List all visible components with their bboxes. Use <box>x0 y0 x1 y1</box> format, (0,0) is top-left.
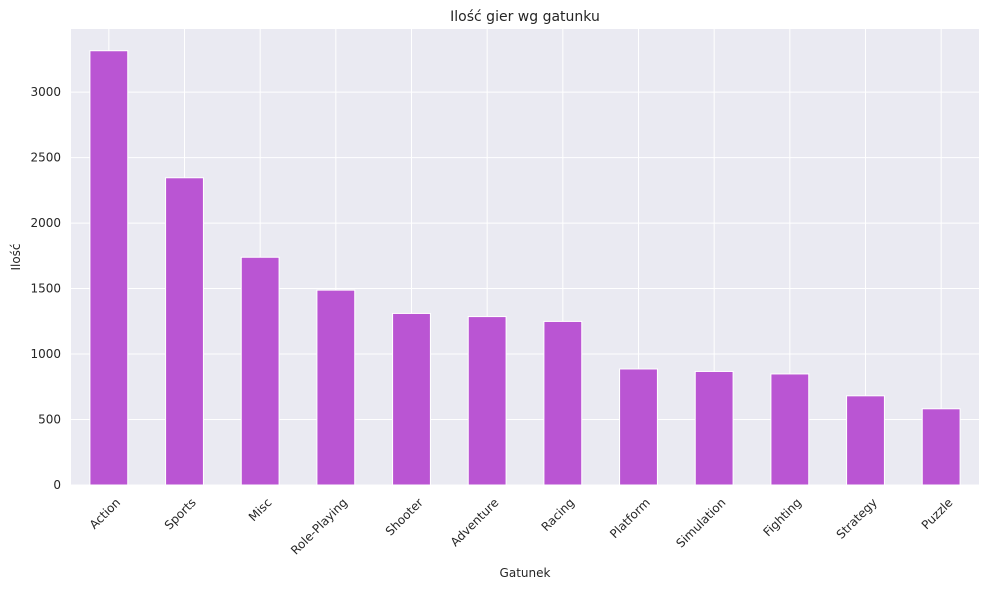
bar-simulation <box>694 370 734 486</box>
bar-action <box>89 50 129 486</box>
y-tick-label: 2500 <box>30 151 61 165</box>
bar-sports <box>165 177 204 486</box>
x-tick-label: Puzzle <box>919 495 956 532</box>
y-axis-label: Ilość <box>9 243 23 270</box>
x-tick-labels: Action Sports Misc Role-Playing Shooter Adven… <box>87 495 956 557</box>
x-tick-label: Shooter <box>383 495 426 538</box>
x-tick-label: Misc <box>246 495 275 524</box>
y-tick-label: 3000 <box>30 85 61 99</box>
y-tick-labels: 0 500 1000 1500 2000 2500 3000 <box>30 85 61 492</box>
bar-fighting <box>770 373 810 486</box>
bar-misc <box>240 256 280 486</box>
x-tick-label: Fighting <box>760 495 804 539</box>
y-tick-label: 1000 <box>30 347 61 361</box>
bars <box>89 50 961 486</box>
x-tick-label: Sports <box>162 495 199 532</box>
x-tick-label: Platform <box>607 495 653 541</box>
grid-lines <box>71 29 979 486</box>
chart-title: Ilość gier wg gatunku <box>450 9 600 25</box>
x-axis-label: Gatunek <box>500 566 551 580</box>
y-tick-label: 500 <box>38 413 61 427</box>
bar-shooter <box>392 312 431 486</box>
y-tick-label: 1500 <box>30 282 61 296</box>
x-tick-label: Simulation <box>673 495 728 550</box>
y-tick-label: 2000 <box>30 216 61 230</box>
bar-racing <box>543 320 583 486</box>
bar-role-playing <box>316 289 356 486</box>
plot-area <box>71 29 979 485</box>
bar-puzzle <box>921 408 961 486</box>
x-tick-label: Racing <box>539 495 578 534</box>
bar-strategy <box>846 395 885 486</box>
y-tick-label: 0 <box>53 478 61 492</box>
x-tick-label: Action <box>87 495 123 531</box>
bar-adventure <box>467 316 507 486</box>
x-tick-label: Adventure <box>448 495 502 549</box>
x-tick-label: Role-Playing <box>288 495 350 557</box>
bar-platform <box>619 368 658 486</box>
x-tick-label: Strategy <box>834 495 880 541</box>
